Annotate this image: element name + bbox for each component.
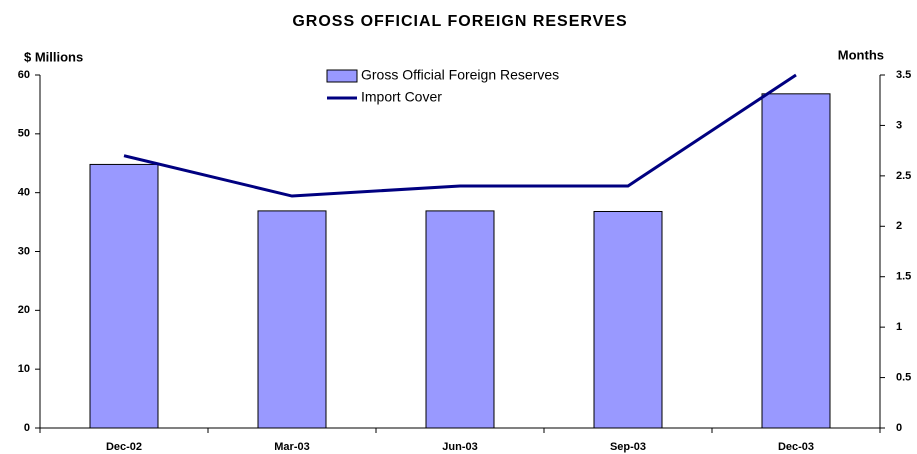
y-tick-label: 20 [18,304,30,316]
y2-tick-label: 1.5 [896,271,911,283]
y-tick-label: 50 [18,128,30,140]
x-tick-label: Dec-03 [778,441,814,453]
y2-tick-label: 0 [896,422,902,434]
y-tick-label: 40 [18,187,30,199]
y-tick-label: 60 [18,69,30,81]
y2-tick-label: 2.5 [896,170,911,182]
y2-tick-label: 3.5 [896,69,911,81]
bar [761,93,831,429]
line [123,73,797,198]
y-axis-label: $ Millions [24,49,83,64]
y2-axis-label: Months [838,47,884,62]
bar [425,210,495,429]
bar [593,210,663,429]
x-tick-label: Sep-03 [610,441,646,453]
y2-tick-label: 1 [896,321,902,333]
bar [257,210,327,429]
x-tick-label: Dec-02 [106,441,142,453]
bar [89,163,159,429]
legend-label: Import Cover [361,89,442,105]
y2-tick-label: 0.5 [896,371,911,383]
y-tick-label: 0 [24,422,30,434]
y2-tick-label: 2 [896,220,902,232]
y2-tick-label: 3 [896,119,902,131]
y-tick-label: 10 [18,363,30,375]
x-tick-label: Jun-03 [442,441,477,453]
legend-swatch [326,69,358,83]
legend-label: Gross Official Foreign Reserves [361,67,559,83]
y-tick-label: 30 [18,245,30,257]
x-tick-label: Mar-03 [274,441,309,453]
chart-title: GROSS OFFICIAL FOREIGN RESERVES [292,13,627,30]
